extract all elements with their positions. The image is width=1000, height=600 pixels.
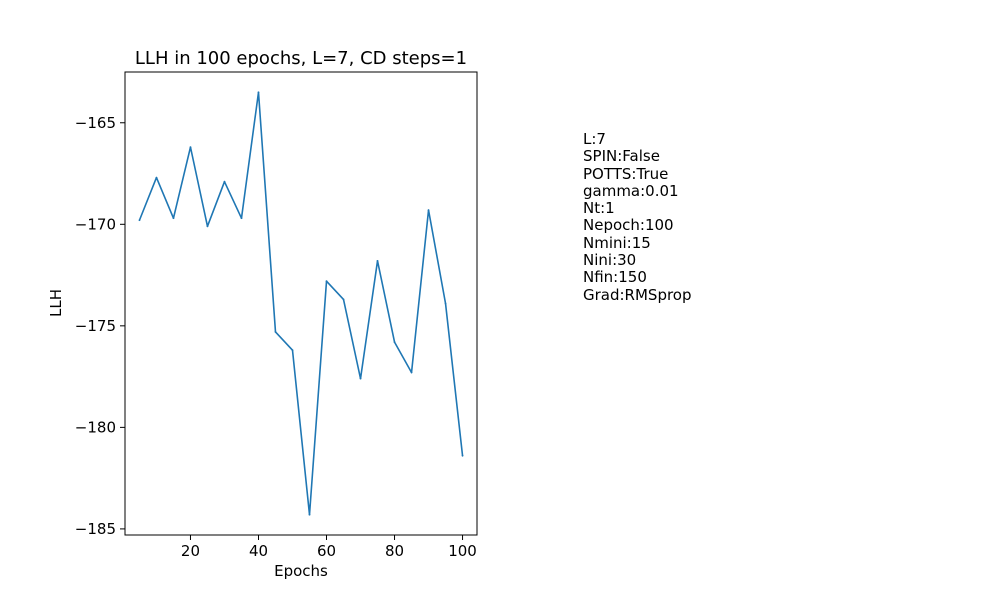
parameter-line: L:7	[583, 130, 606, 148]
parameter-line: Nt:1	[583, 199, 615, 218]
data-point	[206, 225, 209, 228]
data-point	[359, 377, 362, 380]
data-point	[427, 209, 430, 211]
data-point	[376, 259, 379, 262]
data-point	[291, 349, 294, 352]
x-axis: 20 40 60 80 100	[181, 535, 477, 560]
data-point	[461, 454, 464, 457]
parameter-line: Grad:RMSprop	[583, 285, 692, 304]
series-line	[138, 91, 464, 516]
x-tick-label: 20	[181, 542, 200, 560]
y-tick-label: −170	[75, 215, 116, 233]
y-axis: −165 −170 −175 −180 −185	[75, 114, 125, 538]
plot-frame	[124, 71, 478, 536]
y-tick-label: −180	[75, 418, 116, 436]
parameter-line: POTTS:True	[583, 164, 669, 183]
data-point	[393, 341, 396, 343]
x-tick-label: 40	[249, 542, 268, 560]
data-point	[257, 91, 260, 94]
data-point	[155, 176, 158, 179]
x-tick-label: 60	[317, 542, 336, 560]
data-point	[444, 302, 447, 305]
y-tick-label: −175	[75, 317, 116, 335]
x-tick-label: 80	[385, 542, 404, 560]
parameter-line: Nini:30	[583, 251, 637, 270]
y-tick-label: −185	[75, 520, 116, 538]
data-point	[325, 280, 328, 283]
data-point	[342, 298, 345, 301]
parameter-line: Nmini:15	[583, 233, 651, 252]
series-layer	[138, 91, 464, 516]
parameter-line: SPIN:False	[583, 147, 660, 166]
y-tick-label: −165	[75, 114, 116, 132]
parameter-list: L:7 SPIN:False POTTS:True gamma:0.01 Nt:1 Nep…	[583, 130, 692, 304]
chart-title: LLH in 100 epochs, L=7, CD steps=1	[135, 48, 467, 69]
x-tick-label: 100	[448, 542, 477, 560]
data-point	[189, 146, 192, 149]
data-point	[240, 217, 243, 220]
data-point	[172, 217, 175, 220]
data-point	[274, 331, 277, 333]
parameter-line: Nfin:150	[583, 268, 647, 287]
parameter-line: gamma:0.01	[583, 181, 679, 200]
data-point	[308, 513, 311, 516]
data-point	[138, 219, 141, 222]
data-point	[223, 180, 226, 183]
plot-area	[125, 72, 477, 535]
data-point	[410, 371, 413, 374]
y-axis-label: LLH	[47, 289, 65, 317]
parameter-line: Nepoch:100	[583, 216, 674, 235]
x-axis-label: Epochs	[274, 562, 328, 580]
